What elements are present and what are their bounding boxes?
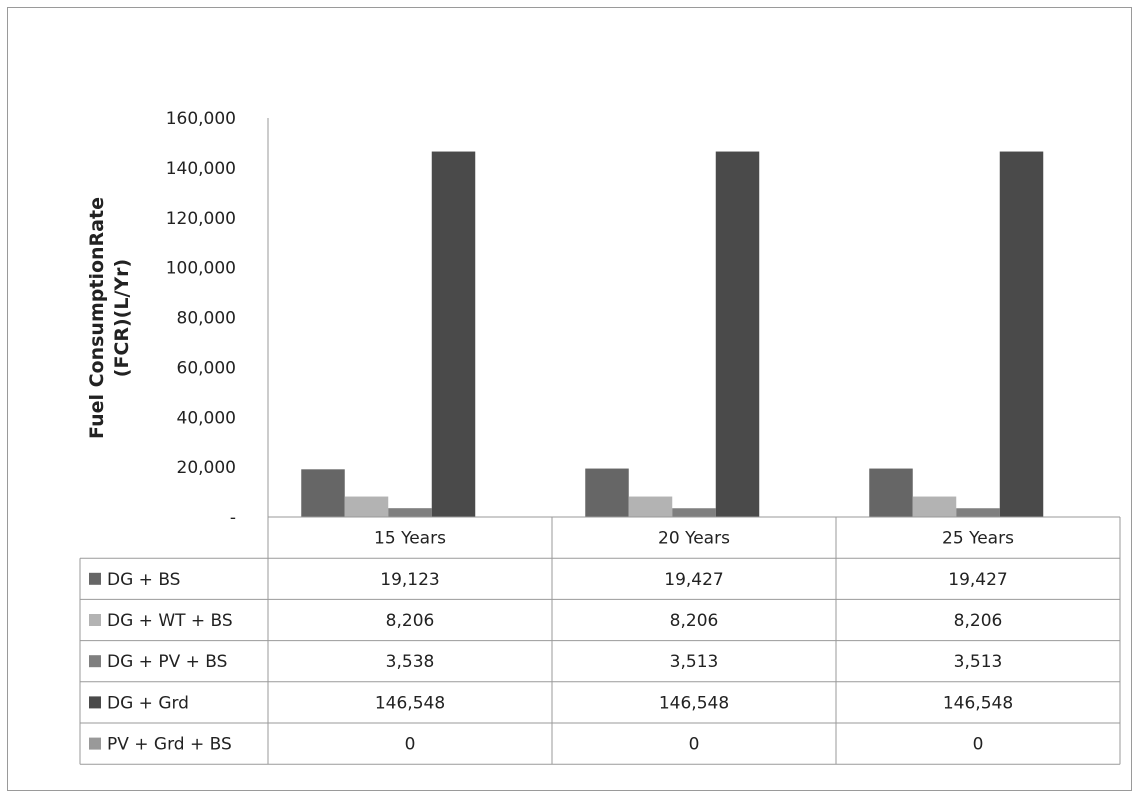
legend-label: DG + Grd (107, 693, 189, 713)
legend-label: DG + PV + BS (107, 652, 227, 672)
bar (344, 496, 389, 517)
bar (869, 468, 913, 517)
data-label: 3,538 (386, 652, 435, 672)
data-label: 0 (689, 735, 700, 755)
x-tick-label: 25 Years (942, 529, 1014, 549)
legend-swatch (89, 696, 101, 709)
x-tick-label: 15 Years (374, 529, 446, 549)
bar (628, 496, 673, 517)
bar (388, 508, 432, 517)
legend-swatch (89, 614, 101, 626)
chart-frame (7, 7, 1132, 791)
y-axis-label: Fuel ConsumptionRate (FCR)(L/Yr) (86, 197, 133, 439)
y-tick-label: 160,000 (166, 109, 236, 129)
bar (999, 151, 1044, 517)
bar (672, 508, 716, 517)
bar (585, 468, 629, 517)
y-tick-label: 40,000 (177, 408, 236, 428)
bar (715, 151, 760, 517)
data-label: 8,206 (670, 611, 719, 631)
y-tick-label: 140,000 (166, 159, 236, 179)
data-label: 19,123 (380, 570, 439, 590)
legend-swatch (89, 737, 101, 750)
data-label: 3,513 (670, 652, 719, 672)
legend-swatch (89, 572, 101, 585)
legend-label: PV + Grd + BS (107, 735, 232, 755)
y-tick-label: - (230, 508, 236, 528)
legend-label: DG + BS (107, 570, 180, 590)
legend-label: DG + WT + BS (107, 611, 233, 631)
legend-swatch (89, 655, 101, 668)
y-tick-label: 60,000 (177, 358, 236, 378)
data-label: 19,427 (948, 570, 1007, 590)
data-label: 146,548 (659, 693, 729, 713)
bar (956, 508, 1000, 517)
data-label: 8,206 (386, 611, 435, 631)
y-tick-label: 100,000 (166, 259, 236, 279)
data-label: 19,427 (664, 570, 723, 590)
data-label: 146,548 (375, 693, 445, 713)
data-label: 0 (973, 735, 984, 755)
bar (912, 496, 957, 517)
data-label: 0 (405, 735, 416, 755)
data-label: 3,513 (954, 652, 1003, 672)
x-tick-label: 20 Years (658, 529, 730, 549)
data-label: 146,548 (943, 693, 1013, 713)
y-axis-label-line: Fuel ConsumptionRate (86, 197, 108, 439)
data-label: 8,206 (954, 611, 1003, 631)
y-tick-label: 120,000 (166, 209, 236, 229)
y-axis-label-line: (FCR)(L/Yr) (111, 259, 133, 377)
y-tick-label: 20,000 (177, 458, 236, 478)
bar (431, 151, 476, 517)
bar (301, 469, 345, 517)
y-tick-label: 80,000 (177, 309, 236, 329)
